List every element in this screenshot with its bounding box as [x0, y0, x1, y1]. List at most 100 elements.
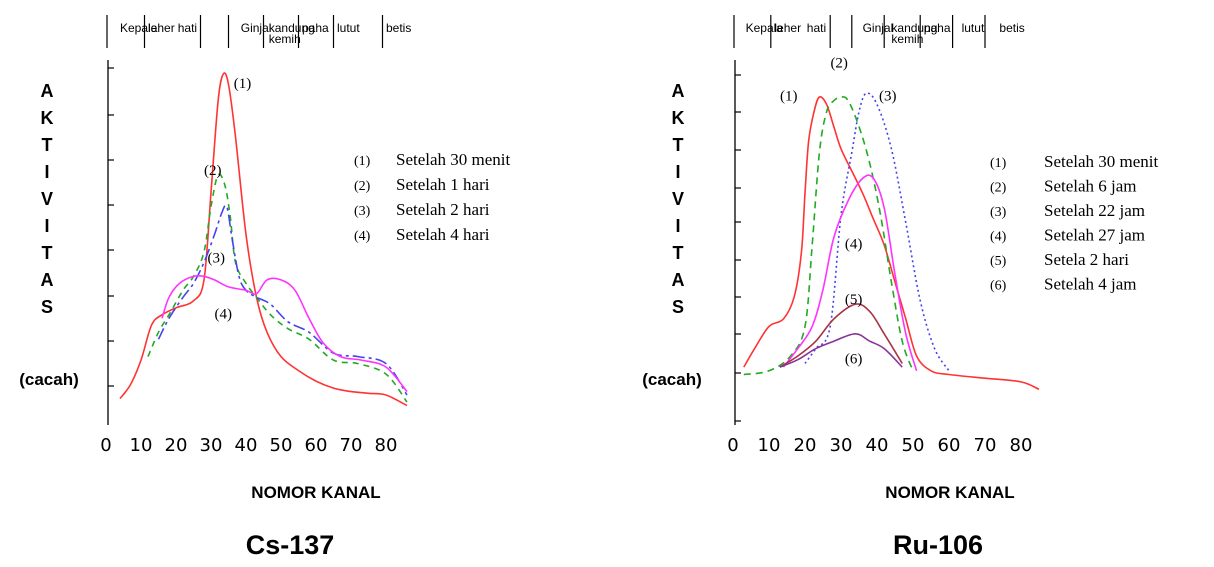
region-label: betis	[999, 21, 1024, 35]
y-axis-label-letter: I	[675, 162, 680, 182]
x-tick-label: 0	[727, 435, 738, 456]
legend-number: (4)	[990, 230, 1007, 245]
region-label: hati	[178, 21, 197, 35]
curve-label: (2)	[830, 55, 848, 71]
y-axis-label-letter: A	[672, 81, 685, 101]
series-line-1	[743, 95, 1040, 391]
x-axis-title: NOMOR KANAL	[885, 483, 1014, 502]
series-line-4	[782, 174, 918, 372]
legend-text: Setelah 30 menit	[1044, 152, 1159, 171]
y-axis-label-letter: S	[672, 297, 684, 317]
legend-number: (1)	[354, 154, 371, 169]
legend-number: (6)	[990, 279, 1007, 294]
x-tick-label: 40	[866, 435, 889, 456]
y-axis-label-letter: T	[673, 243, 684, 263]
legend-text: Setelah 4 hari	[396, 225, 490, 244]
y-axis-label-letter: K	[41, 108, 54, 128]
region-label: kandung	[891, 21, 937, 35]
region-label: lutut	[962, 21, 985, 35]
series-line-5	[779, 303, 903, 368]
x-tick-label: 20	[794, 435, 817, 456]
x-tick-label: 30	[200, 435, 223, 456]
x-tick-label: 80	[1010, 435, 1033, 456]
curve-label: (1)	[780, 89, 798, 105]
y-axis-label-letter: T	[673, 135, 684, 155]
region-label: Ginjal	[241, 21, 272, 35]
curve-label: (6)	[845, 351, 863, 367]
y-axis-label-letter: I	[675, 216, 680, 236]
x-tick-label: 60	[938, 435, 961, 456]
x-tick-label: 70	[974, 435, 997, 456]
series-line-4	[161, 274, 408, 393]
chart-title: Cs-137	[246, 530, 335, 560]
region-label: paha	[924, 21, 951, 35]
y-axis-label-letter: S	[41, 297, 53, 317]
region-label: kandung	[269, 21, 315, 35]
curve-label: (5)	[845, 292, 863, 308]
series-line-3	[804, 92, 950, 372]
legend-number: (3)	[990, 205, 1007, 220]
x-tick-label: 50	[902, 435, 925, 456]
region-label: Kepala	[120, 21, 158, 35]
legend-text: Setelah 30 menit	[396, 150, 511, 169]
y-axis-label-letter: T	[42, 243, 53, 263]
y-axis-label-letter: I	[44, 216, 49, 236]
y-axis-label-letter: I	[44, 162, 49, 182]
y-axis-label-letter: V	[41, 189, 53, 209]
legend-number: (4)	[354, 229, 371, 244]
curve-label: (3)	[208, 250, 226, 266]
x-tick-label: 30	[830, 435, 853, 456]
y-axis-label-letter: T	[42, 135, 53, 155]
x-tick-label: 80	[375, 435, 398, 456]
region-label: Ginjal	[863, 21, 894, 35]
legend-number: (1)	[990, 156, 1007, 171]
y-axis-label-letter: K	[672, 108, 685, 128]
x-tick-label: 10	[758, 435, 781, 456]
y-axis-label-letter: A	[672, 270, 685, 290]
x-tick-label: 40	[235, 435, 258, 456]
legend-number: (3)	[354, 204, 371, 219]
curve-label: (2)	[204, 163, 222, 179]
curve-label: (3)	[879, 89, 897, 105]
curve-label: (4)	[215, 306, 233, 322]
chart-title: Ru-106	[893, 530, 983, 560]
y-axis-label-letter: A	[41, 270, 54, 290]
series-line-1	[119, 72, 408, 407]
x-axis-title: NOMOR KANAL	[251, 483, 380, 502]
y-axis-unit-label: (cacah)	[642, 370, 702, 389]
x-tick-label: 0	[100, 435, 111, 456]
legend-text: Setela 2 hari	[1044, 250, 1129, 269]
region-label: leher	[774, 21, 801, 35]
y-axis-label-letter: A	[41, 81, 54, 101]
curve-label: (1)	[234, 76, 252, 92]
region-label: betis	[386, 21, 411, 35]
legend-number: (2)	[990, 181, 1007, 196]
region-label: leher	[148, 21, 175, 35]
x-tick-label: 70	[340, 435, 363, 456]
series-line-6	[779, 333, 903, 368]
series-line-2	[743, 96, 914, 376]
region-label: Kepala	[746, 21, 784, 35]
region-label: hati	[807, 21, 826, 35]
region-label: lutut	[337, 21, 360, 35]
legend-text: Setelah 27 jam	[1044, 226, 1145, 245]
curve-label: (4)	[845, 237, 863, 253]
x-tick-label: 10	[130, 435, 153, 456]
legend-text: Setelah 22 jam	[1044, 201, 1145, 220]
legend-text: Setelah 1 hari	[396, 175, 490, 194]
legend-text: Setelah 4 jam	[1044, 275, 1137, 294]
region-label: paha	[302, 21, 329, 35]
x-tick-label: 20	[165, 435, 188, 456]
region-label: kemih	[269, 32, 301, 46]
y-axis-label-letter: V	[672, 189, 684, 209]
y-axis-unit-label: (cacah)	[19, 370, 79, 389]
x-tick-label: 50	[270, 435, 293, 456]
legend-number: (5)	[990, 254, 1007, 269]
legend-number: (2)	[354, 179, 371, 194]
region-label: kemih	[891, 32, 923, 46]
x-tick-label: 60	[305, 435, 328, 456]
legend-text: Setelah 6 jam	[1044, 177, 1137, 196]
